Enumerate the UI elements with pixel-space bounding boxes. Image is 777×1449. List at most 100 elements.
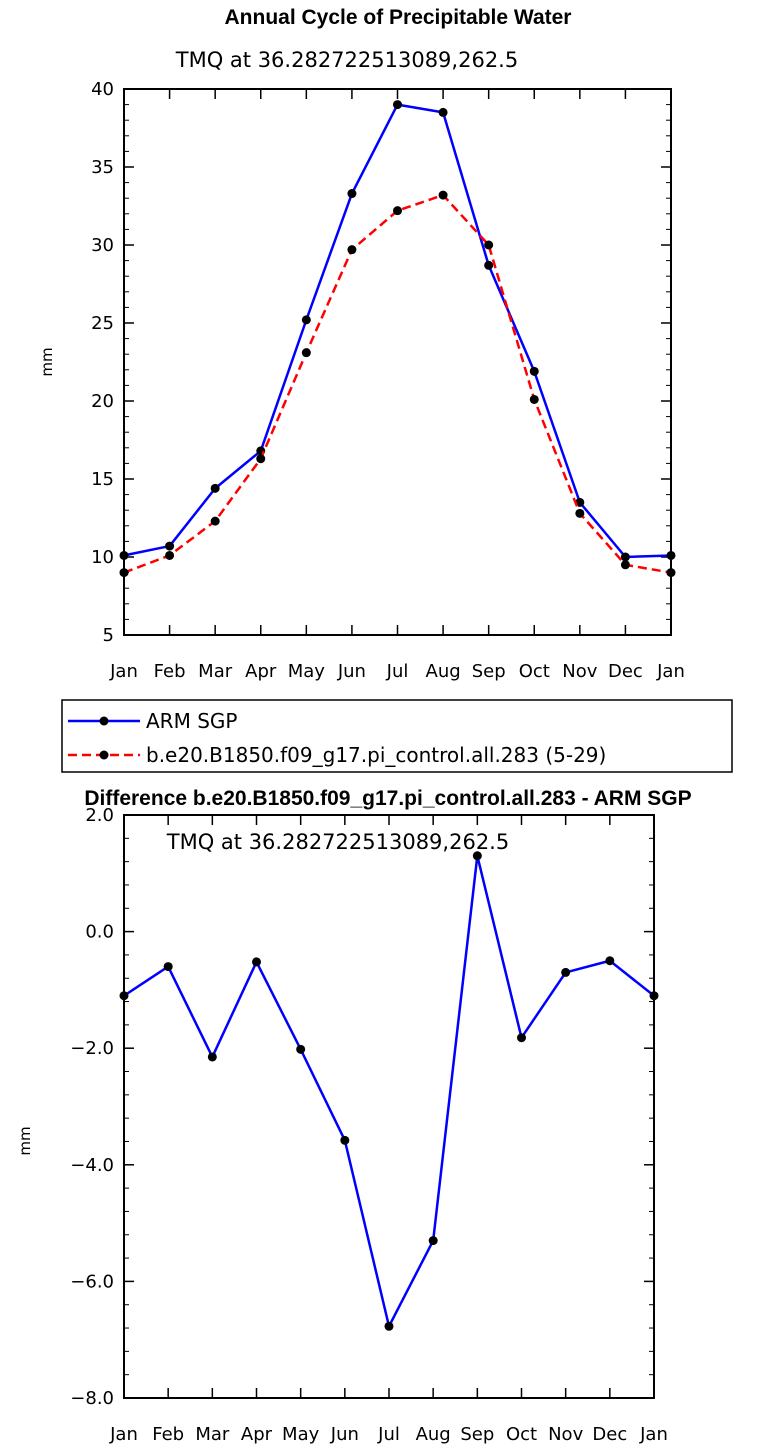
x-tick-label: Jan bbox=[109, 1424, 138, 1445]
y-tick-label: 10 bbox=[91, 547, 114, 568]
plot-frame bbox=[123, 88, 672, 636]
legend-label: b.e20.B1850.f09_g17.pi_control.all.283 (… bbox=[146, 743, 606, 767]
y-tick-label: 5 bbox=[103, 625, 114, 646]
x-tick-label: Jun bbox=[337, 661, 366, 682]
data-point bbox=[666, 550, 676, 560]
data-point bbox=[393, 100, 402, 110]
x-tick-label: Aug bbox=[416, 1424, 451, 1445]
x-tick-label: Jan bbox=[109, 661, 138, 682]
x-tick-label: Feb bbox=[154, 661, 186, 682]
legend-label: ARM SGP bbox=[146, 709, 237, 733]
data-point bbox=[340, 1135, 350, 1145]
x-tick-label: May bbox=[288, 661, 326, 682]
series-line-1 bbox=[123, 193, 672, 574]
data-point bbox=[666, 568, 676, 578]
y-tick-label: −6.0 bbox=[70, 1271, 114, 1292]
x-tick-label: Jul bbox=[377, 1424, 400, 1445]
x-tick-label: Nov bbox=[548, 1424, 583, 1445]
y-axis-label: mm bbox=[16, 1126, 34, 1155]
data-point bbox=[347, 189, 357, 199]
data-point bbox=[517, 1033, 526, 1043]
data-point bbox=[256, 454, 266, 464]
x-tick-label: Mar bbox=[198, 661, 233, 682]
y-tick-label: −8.0 bbox=[70, 1388, 114, 1409]
data-point bbox=[484, 240, 494, 250]
x-tick-label: Nov bbox=[562, 661, 597, 682]
y-tick-label: −2.0 bbox=[70, 1038, 114, 1059]
chart-title: Annual Cycle of Precipitable Water bbox=[225, 6, 572, 29]
x-tick-label: Jan bbox=[656, 661, 685, 682]
chart-subtitle: TMQ at 36.282722513089,262.5 bbox=[166, 830, 509, 854]
data-point bbox=[620, 552, 630, 562]
data-point bbox=[296, 1044, 306, 1054]
data-point bbox=[165, 550, 175, 560]
data-point bbox=[529, 394, 539, 404]
x-tick-label: Jul bbox=[386, 661, 409, 682]
data-point bbox=[207, 1052, 217, 1062]
x-tick-label: Mar bbox=[195, 1424, 230, 1445]
data-point bbox=[301, 348, 311, 358]
y-tick-label: 40 bbox=[91, 79, 114, 100]
y-tick-label: −4.0 bbox=[70, 1155, 114, 1176]
y-tick-label: 35 bbox=[91, 157, 114, 178]
legend-entry-model: b.e20.B1850.f09_g17.pi_control.all.283 (… bbox=[68, 743, 606, 767]
data-point bbox=[384, 1321, 394, 1331]
x-tick-label: Jan bbox=[639, 1424, 668, 1445]
y-tick-label: 30 bbox=[91, 235, 114, 256]
x-tick-label: Apr bbox=[245, 661, 277, 682]
y-tick-label: 0.0 bbox=[85, 922, 114, 943]
x-tick-label: Oct bbox=[519, 661, 550, 682]
difference-chart: Difference b.e20.B1850.f09_g17.pi_contro… bbox=[16, 787, 692, 1445]
data-point bbox=[210, 516, 220, 526]
data-point bbox=[484, 260, 494, 270]
data-point bbox=[529, 366, 539, 376]
legend-marker-icon bbox=[99, 750, 109, 760]
data-point bbox=[561, 967, 571, 977]
plot-area: 5 10 15 20 25 30 35 40 Jan Feb Mar Apr May Jun Jul Aug S… bbox=[91, 79, 685, 682]
y-tick-label: 25 bbox=[91, 313, 114, 334]
legend: ARM SGP b.e20.B1850.f09_g17.pi_control.a… bbox=[61, 699, 733, 773]
data-point bbox=[210, 483, 220, 493]
data-point bbox=[472, 851, 482, 861]
data-point bbox=[301, 315, 311, 325]
data-point bbox=[347, 245, 357, 255]
x-tick-label: Dec bbox=[592, 1424, 627, 1445]
y-tick-label: 2.0 bbox=[85, 805, 114, 826]
data-point bbox=[119, 991, 129, 1001]
x-tick-label: Aug bbox=[426, 661, 461, 682]
data-point bbox=[620, 560, 630, 570]
x-tick-label: Dec bbox=[608, 661, 643, 682]
x-tick-label: May bbox=[282, 1424, 320, 1445]
data-point bbox=[438, 107, 448, 117]
x-tick-label: Jun bbox=[330, 1424, 359, 1445]
data-point bbox=[605, 956, 615, 966]
data-point bbox=[119, 550, 129, 560]
series-line-0 bbox=[123, 103, 672, 559]
series-line-0 bbox=[123, 854, 655, 1328]
legend-entry-arm-sgp: ARM SGP bbox=[68, 709, 237, 733]
x-tick-label: Apr bbox=[241, 1424, 273, 1445]
data-point bbox=[119, 568, 129, 578]
data-point bbox=[575, 508, 585, 518]
x-tick-label: Oct bbox=[506, 1424, 537, 1445]
data-point bbox=[438, 190, 448, 200]
data-point bbox=[393, 206, 402, 216]
plot-frame bbox=[123, 814, 655, 1399]
chart-subtitle: TMQ at 36.282722513089,262.5 bbox=[175, 48, 518, 72]
y-tick-label: 15 bbox=[91, 469, 114, 490]
data-point bbox=[649, 991, 659, 1001]
y-tick-label: 20 bbox=[91, 391, 114, 412]
legend-box bbox=[61, 699, 733, 773]
x-tick-label: Feb bbox=[152, 1424, 184, 1445]
x-tick-label: Sep bbox=[460, 1424, 494, 1445]
annual-cycle-chart: Annual Cycle of Precipitable Water TMQ a… bbox=[38, 6, 685, 682]
chart-title: Difference b.e20.B1850.f09_g17.pi_contro… bbox=[84, 787, 691, 810]
y-axis-label: mm bbox=[38, 347, 56, 376]
data-point bbox=[428, 1236, 438, 1246]
plot-area: −8.0 −6.0 −4.0 −2.0 0.0 2.0 Jan Feb Mar Apr May Jun… bbox=[70, 805, 668, 1445]
legend-marker-icon bbox=[99, 716, 109, 726]
data-point bbox=[165, 541, 175, 551]
data-point bbox=[252, 957, 261, 967]
x-tick-label: Sep bbox=[472, 661, 506, 682]
